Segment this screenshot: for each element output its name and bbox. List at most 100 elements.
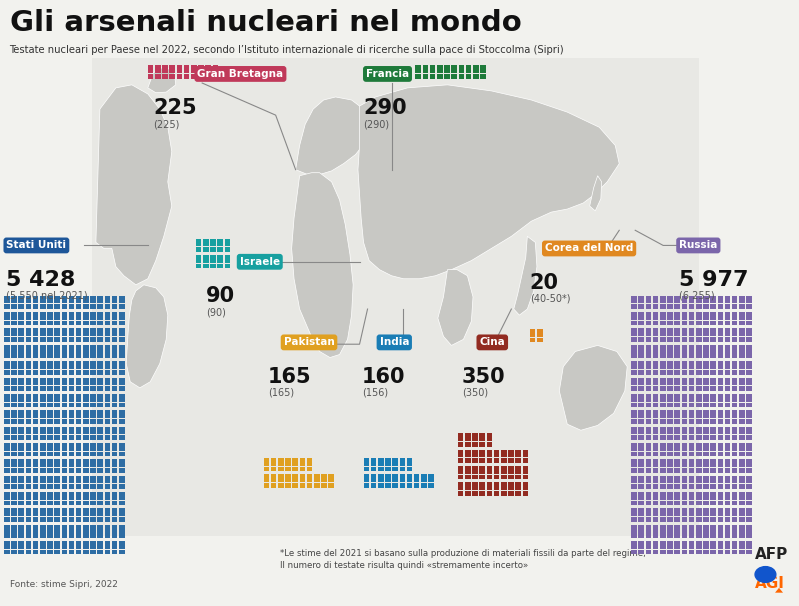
Bar <box>682 328 687 336</box>
Bar <box>638 484 644 489</box>
Bar <box>674 525 680 533</box>
Bar <box>638 501 644 505</box>
Polygon shape <box>358 85 619 279</box>
Bar <box>646 459 651 467</box>
Bar <box>11 328 17 336</box>
Bar <box>97 435 103 440</box>
Bar <box>732 501 737 505</box>
Bar <box>732 378 737 385</box>
Bar <box>119 459 125 467</box>
Bar <box>746 296 752 304</box>
Bar <box>90 484 96 489</box>
Bar <box>739 508 745 516</box>
Bar <box>69 508 74 516</box>
Bar <box>69 435 74 440</box>
Bar <box>682 304 687 309</box>
Bar <box>47 312 53 320</box>
Bar <box>26 468 31 473</box>
Bar <box>54 394 60 402</box>
Bar <box>47 321 53 325</box>
Bar <box>321 483 327 488</box>
Bar <box>26 402 31 407</box>
Bar <box>119 361 125 369</box>
Bar <box>33 435 38 440</box>
Bar <box>4 328 10 336</box>
Bar <box>40 337 46 342</box>
Bar <box>47 345 53 353</box>
Bar <box>169 74 175 79</box>
Bar <box>667 459 673 467</box>
Bar <box>83 492 89 500</box>
Bar <box>437 65 443 73</box>
Bar <box>76 501 81 505</box>
Bar <box>725 419 730 424</box>
Bar <box>11 451 17 456</box>
Text: 290: 290 <box>364 98 407 118</box>
Bar <box>90 328 96 336</box>
Bar <box>682 541 687 549</box>
Text: Stati Uniti: Stati Uniti <box>6 241 66 250</box>
Bar <box>62 492 67 500</box>
Bar <box>653 435 658 440</box>
Bar <box>83 451 89 456</box>
Bar <box>479 474 485 479</box>
Bar <box>501 450 507 458</box>
Bar <box>62 337 67 342</box>
Bar <box>26 328 31 336</box>
Bar <box>97 394 103 402</box>
Bar <box>718 378 723 385</box>
Bar <box>631 410 637 418</box>
Bar <box>18 435 24 440</box>
Bar <box>703 337 709 342</box>
Bar <box>11 525 17 533</box>
Bar <box>18 517 24 522</box>
Bar <box>674 353 680 358</box>
Bar <box>40 304 46 309</box>
Bar <box>33 492 38 500</box>
Bar <box>718 312 723 320</box>
Bar <box>487 433 492 441</box>
Bar <box>703 402 709 407</box>
Bar <box>718 443 723 451</box>
Bar <box>660 312 666 320</box>
Bar <box>638 492 644 500</box>
Bar <box>638 508 644 516</box>
Bar <box>54 345 60 353</box>
Bar <box>40 370 46 375</box>
Bar <box>674 508 680 516</box>
Bar <box>76 525 81 533</box>
Bar <box>739 492 745 500</box>
Bar <box>667 435 673 440</box>
Bar <box>667 541 673 549</box>
Bar <box>217 239 223 247</box>
Bar <box>710 501 716 505</box>
Bar <box>54 410 60 418</box>
Bar <box>682 435 687 440</box>
Bar <box>725 345 730 353</box>
Bar <box>739 353 745 358</box>
Bar <box>40 443 46 451</box>
Bar <box>40 550 46 554</box>
Bar <box>682 533 687 538</box>
Bar <box>682 419 687 424</box>
Bar <box>739 435 745 440</box>
Bar <box>112 312 117 320</box>
Bar <box>682 459 687 467</box>
Bar <box>667 378 673 385</box>
Bar <box>54 353 60 358</box>
Bar <box>414 474 419 482</box>
Bar <box>703 501 709 505</box>
Bar <box>459 65 464 73</box>
Bar <box>392 474 398 482</box>
Bar <box>18 492 24 500</box>
Bar <box>739 370 745 375</box>
Bar <box>69 484 74 489</box>
Bar <box>69 402 74 407</box>
Bar <box>718 476 723 484</box>
Bar <box>732 353 737 358</box>
Bar <box>746 468 752 473</box>
Bar <box>4 353 10 358</box>
Text: 20: 20 <box>530 273 559 293</box>
Bar <box>415 74 421 79</box>
Bar <box>97 378 103 385</box>
